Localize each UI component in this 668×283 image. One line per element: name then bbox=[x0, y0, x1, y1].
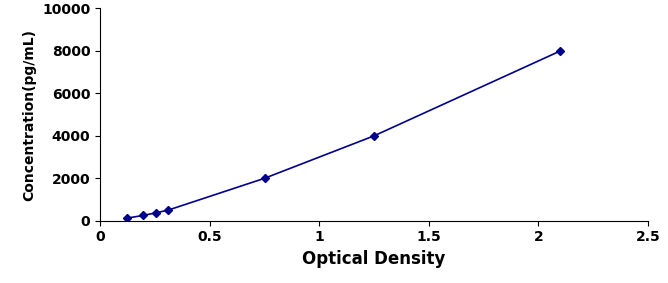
X-axis label: Optical Density: Optical Density bbox=[303, 250, 446, 268]
Y-axis label: Concentration(pg/mL): Concentration(pg/mL) bbox=[23, 29, 37, 201]
